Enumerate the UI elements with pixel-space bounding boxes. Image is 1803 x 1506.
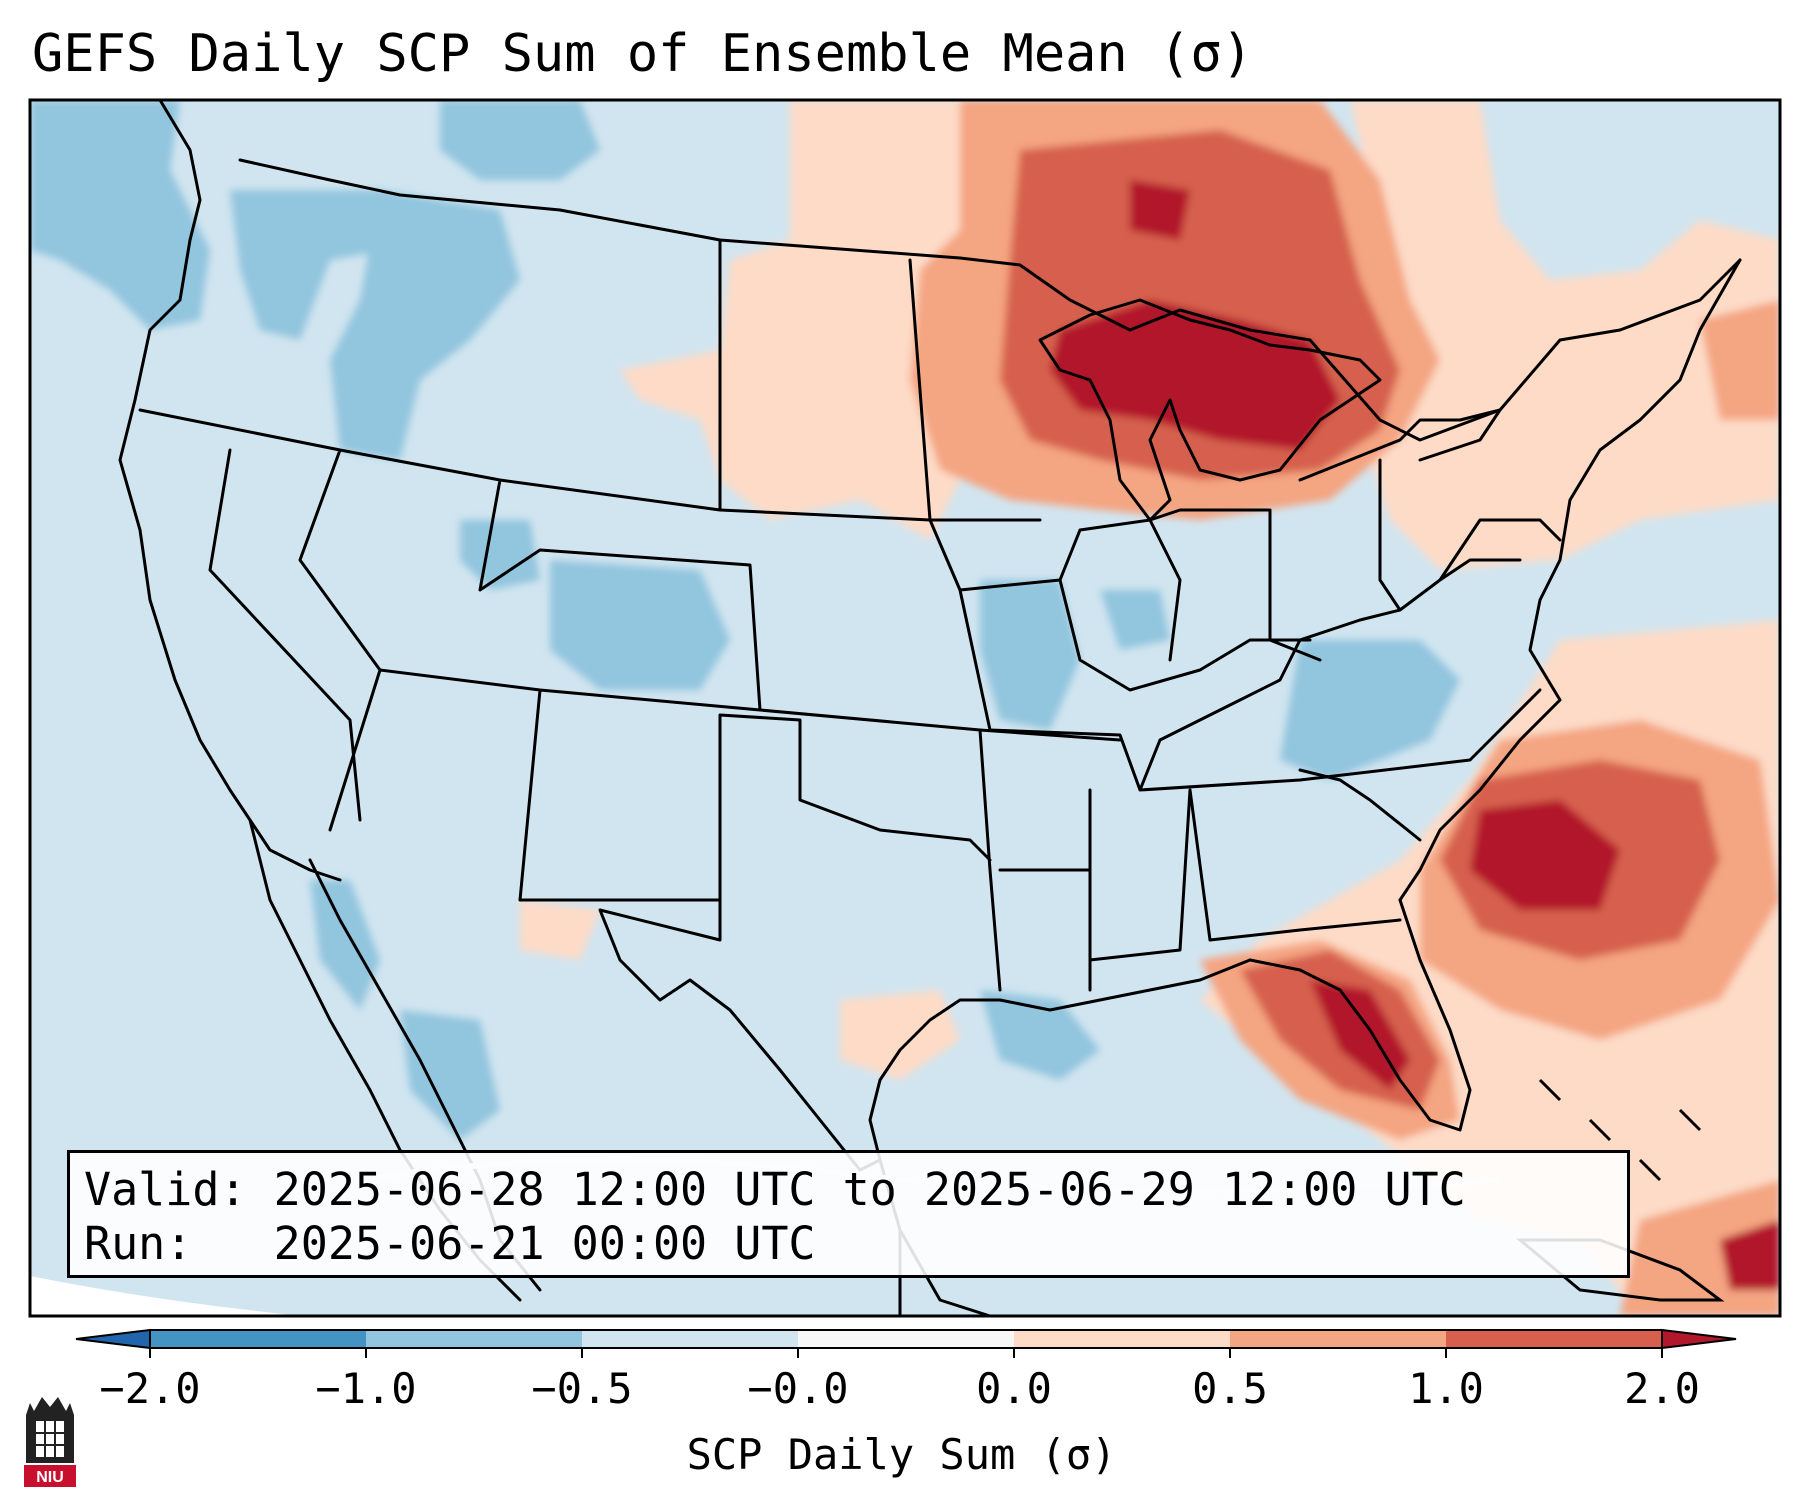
region-mexico-blue bbox=[400, 1010, 500, 1140]
colorbar-bin bbox=[1230, 1330, 1447, 1348]
region-west-tx-pink bbox=[520, 900, 600, 960]
region-northern-plains-pink bbox=[620, 100, 960, 540]
region-idaho-montana-blue bbox=[330, 190, 520, 460]
colorbar-tick-label: 1.0 bbox=[1408, 1364, 1484, 1413]
page-title: GEFS Daily SCP Sum of Ensemble Mean (σ) bbox=[32, 24, 1253, 84]
region-baja-blue bbox=[310, 880, 380, 1010]
florida-coast bbox=[1248, 898, 1472, 1132]
colorbar-tick-label: −0.0 bbox=[747, 1364, 849, 1413]
map-frame bbox=[28, 98, 1782, 1318]
bahamas-outline bbox=[1538, 1078, 1702, 1182]
region-ontario-core bbox=[1130, 180, 1190, 240]
valid-value: 2025-06-28 12:00 UTC to 2025-06-29 12:00… bbox=[273, 1163, 1466, 1216]
region-northeast-pink bbox=[1350, 100, 1780, 570]
map-area bbox=[30, 100, 1780, 1316]
valid-label: Valid: bbox=[84, 1163, 247, 1216]
region-nw-interior-blue bbox=[230, 190, 390, 340]
colorbar-tick-label: 0.5 bbox=[1192, 1364, 1268, 1413]
region-utah-blue bbox=[460, 520, 540, 590]
region-ne-atlantic-salmon bbox=[1700, 300, 1780, 420]
colorbar-tick-label: 0.0 bbox=[976, 1364, 1052, 1413]
west-coastline bbox=[118, 100, 342, 882]
colorbar-outline bbox=[149, 1329, 1663, 1349]
lake-erie-ontario bbox=[1298, 408, 1502, 482]
texas-outline bbox=[598, 898, 882, 1172]
colorbar-bin bbox=[1446, 1330, 1663, 1348]
region-pacific-nw-blue bbox=[30, 100, 210, 330]
niu-logo-icon: NIU bbox=[24, 1397, 76, 1487]
region-mo-ar-blue bbox=[980, 580, 1080, 730]
info-box: Valid: 2025-06-28 12:00 UTC to 2025-06-2… bbox=[67, 1150, 1630, 1278]
state-lines bbox=[138, 238, 1562, 992]
colorbar-label: SCP Daily Sum (σ) bbox=[686, 1430, 1117, 1479]
projection-edge bbox=[30, 1276, 303, 1316]
colorbar-over-triangle bbox=[1661, 1328, 1737, 1350]
colorbar-bin bbox=[798, 1330, 1015, 1348]
region-florida-core bbox=[1310, 980, 1410, 1090]
region-gulf-blue bbox=[980, 990, 1100, 1080]
colorbar-bin bbox=[582, 1330, 799, 1348]
great-lakes-outline bbox=[1038, 298, 1382, 522]
colorbar-tick-label: 2.0 bbox=[1624, 1364, 1700, 1413]
northeast-coast bbox=[1398, 258, 1742, 902]
region-montana-blue bbox=[440, 100, 600, 180]
colorbar-tick-label: −1.0 bbox=[315, 1364, 417, 1413]
colorbar-tick-label: −0.5 bbox=[531, 1364, 633, 1413]
colorbar-bin bbox=[1014, 1330, 1231, 1348]
region-atlantic-core bbox=[1470, 800, 1620, 910]
colorbar-tick-label: −2.0 bbox=[99, 1364, 201, 1413]
canada-border-east bbox=[958, 256, 1742, 442]
region-texas-coast-pink bbox=[840, 990, 960, 1080]
run-label: Run: bbox=[84, 1217, 193, 1270]
colorbar-bin bbox=[366, 1330, 583, 1348]
region-carolinas-blue bbox=[1280, 640, 1460, 780]
colorbar bbox=[75, 1328, 1737, 1358]
colorbar-under-triangle bbox=[75, 1328, 151, 1350]
run-value: 2025-06-21 00:00 UTC bbox=[273, 1217, 816, 1270]
region-colorado-blue bbox=[550, 560, 730, 690]
region-cuba-core bbox=[1720, 1220, 1780, 1290]
region-lake-michigan-core bbox=[1050, 300, 1340, 450]
colorbar-bin bbox=[150, 1330, 367, 1348]
canada-border-west bbox=[238, 158, 962, 260]
region-illinois-blue bbox=[1100, 590, 1170, 650]
logo-text: NIU bbox=[36, 1469, 64, 1486]
